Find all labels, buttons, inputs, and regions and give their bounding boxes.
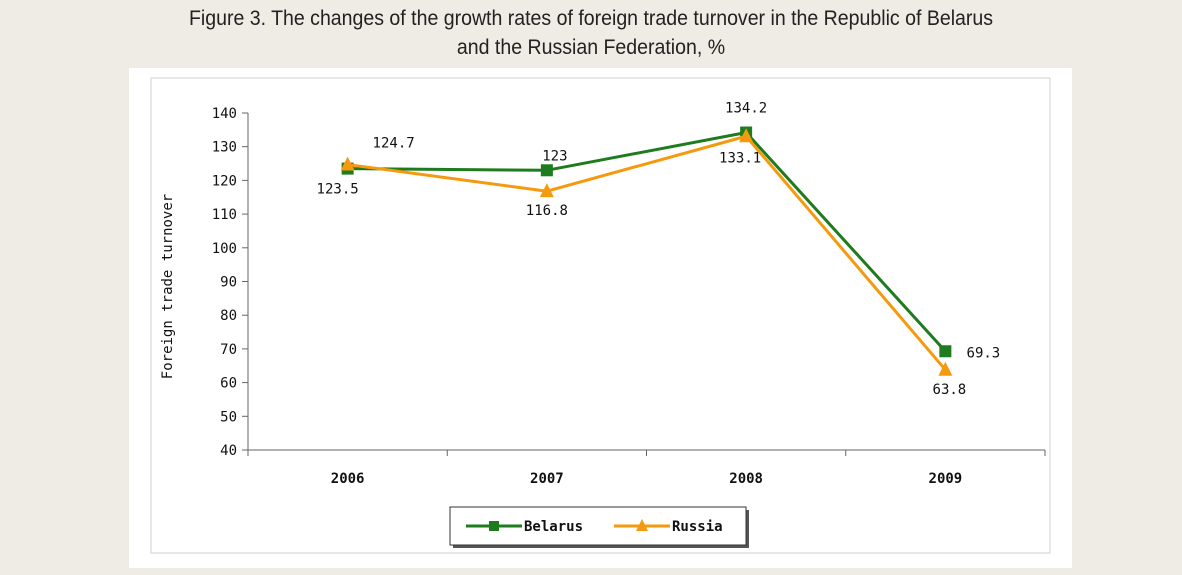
legend-marker-belarus xyxy=(489,521,499,531)
y-tick-label: 140 xyxy=(212,106,237,122)
y-tick-label: 110 xyxy=(212,207,237,223)
data-label-russia: 116.8 xyxy=(526,203,568,219)
data-point-belarus xyxy=(540,164,553,177)
data-label-russia: 124.7 xyxy=(373,136,415,152)
y-tick-label: 50 xyxy=(220,409,237,425)
y-tick-label: 40 xyxy=(220,443,237,459)
line-chart: 40 50 60 70 80 90 100 110 120 130 140 Foreign trade… xyxy=(150,77,1051,554)
data-label-belarus: 134.2 xyxy=(725,101,767,117)
legend: Belarus Russia xyxy=(449,506,749,548)
data-label-belarus: 69.3 xyxy=(967,345,1001,361)
y-tick-label: 70 xyxy=(220,342,237,358)
legend-marker-russia xyxy=(636,519,648,531)
y-axis-title: Foreign trade turnover xyxy=(160,194,176,379)
x-tick-label: 2006 xyxy=(331,471,365,487)
axes: 40 50 60 70 80 90 100 110 120 130 140 Foreign trade… xyxy=(160,106,1046,487)
x-tick-label: 2009 xyxy=(929,471,963,487)
series-lines xyxy=(340,126,953,376)
data-point-russia xyxy=(340,156,355,171)
caption-line-2: and the Russian Federation, % xyxy=(456,36,726,59)
data-point-russia xyxy=(539,183,554,198)
data-labels: 123.5 123 134.2 69.3 124.7 116.8 133.1 63.8 xyxy=(317,101,1001,398)
data-label-russia: 63.8 xyxy=(933,382,967,398)
y-tick-label: 60 xyxy=(220,376,237,392)
data-point-russia xyxy=(938,361,953,376)
y-tick-label: 130 xyxy=(212,140,237,156)
series-line-belarus xyxy=(347,130,947,353)
x-tick-label: 2007 xyxy=(530,471,564,487)
legend-label-russia: Russia xyxy=(672,519,723,535)
caption-line-1: Figure 3. The changes of the growth rate… xyxy=(188,7,994,30)
y-tick-label: 120 xyxy=(212,173,237,189)
x-tick-label: 2008 xyxy=(729,471,763,487)
figure-caption: Figure 3. The changes of the growth rate… xyxy=(41,4,1140,62)
data-label-belarus: 123 xyxy=(542,148,567,164)
chart-area-border xyxy=(150,77,1051,554)
data-label-belarus: 123.5 xyxy=(317,182,359,198)
y-tick-label: 100 xyxy=(212,241,237,257)
data-label-russia: 133.1 xyxy=(719,150,761,166)
y-tick-label: 80 xyxy=(220,308,237,324)
data-point-russia xyxy=(739,128,754,143)
data-point-belarus xyxy=(939,345,952,358)
y-tick-label: 90 xyxy=(220,275,237,291)
legend-label-belarus: Belarus xyxy=(524,519,583,535)
chart-panel: 40 50 60 70 80 90 100 110 120 130 140 Foreign trade… xyxy=(129,68,1072,568)
series-line-russia xyxy=(347,134,947,371)
